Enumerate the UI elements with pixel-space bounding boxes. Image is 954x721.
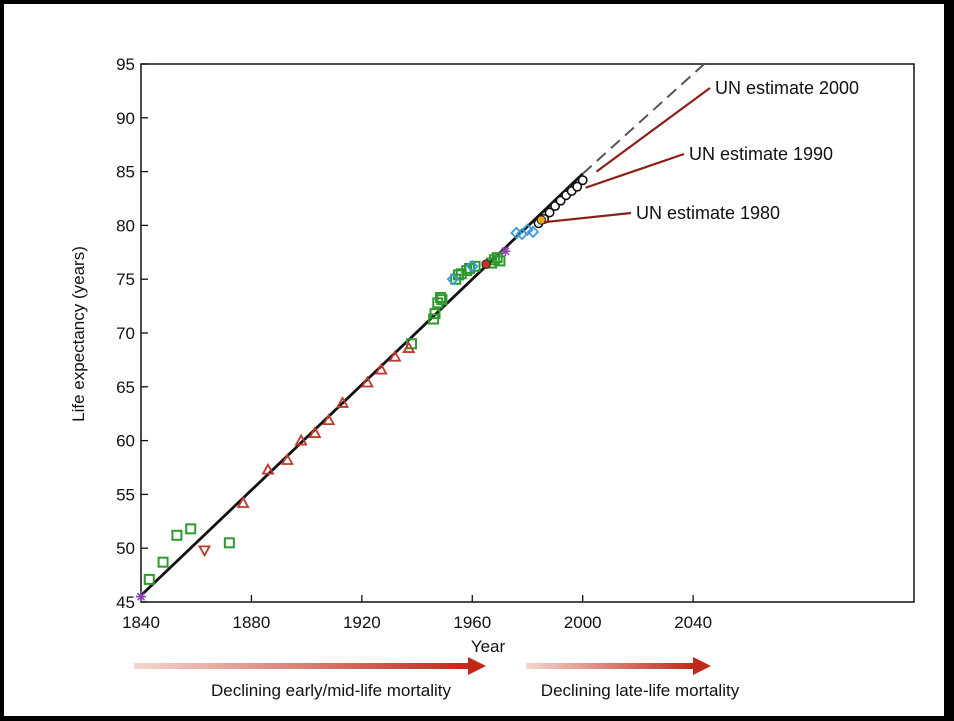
data-point-star — [500, 246, 511, 257]
y-tick-label: 45 — [116, 593, 135, 612]
plot-area — [140, 63, 915, 603]
x-tick-label: 2040 — [674, 613, 712, 632]
data-point-square — [171, 529, 183, 541]
data-point-square — [223, 537, 235, 549]
star-stroke — [501, 247, 510, 256]
trend-line-solid — [140, 172, 584, 597]
data-point-triangle-up — [374, 362, 388, 375]
data-point-square — [491, 252, 503, 264]
data-point-circle — [577, 175, 588, 186]
data-point-square — [494, 255, 506, 267]
y-tick-label: 50 — [116, 539, 135, 558]
data-point-triangle-up — [336, 396, 350, 408]
data-point-square — [429, 308, 441, 320]
data-point-circle-filled — [481, 259, 491, 269]
y-tick-label: 85 — [116, 163, 135, 182]
data-point-square — [436, 294, 448, 306]
data-point-diamond — [526, 225, 540, 239]
data-point-triangle-up — [294, 433, 308, 446]
y-tick-label: 95 — [116, 55, 135, 74]
data-point-square — [143, 573, 155, 585]
arrow-head — [693, 657, 711, 675]
x-tick-label: 1920 — [343, 613, 381, 632]
data-point-triangle-up — [360, 375, 374, 388]
data-point-triangle-up — [280, 453, 294, 465]
annotation-label: UN estimate 1980 — [636, 203, 780, 223]
axis-ticks: 1840 1880 1920 1960 2000 2040 45 50 55 60 65 70 75 80… — [116, 55, 712, 632]
data-point-triangle-up — [261, 462, 275, 475]
arrow-label: Declining early/mid-life mortality — [211, 681, 451, 700]
data-point-diamond — [466, 260, 479, 273]
x-tick-label: 1840 — [122, 613, 160, 632]
data-point-star — [136, 591, 146, 602]
data-point-triangle-up — [236, 496, 250, 508]
data-point-triangle-up — [388, 349, 402, 362]
annotation-leader-line — [585, 152, 685, 189]
arrow-label: Declining late-life mortality — [541, 681, 740, 700]
y-tick-label: 80 — [116, 216, 135, 235]
y-tick-label: 60 — [116, 432, 135, 451]
data-point-square — [488, 254, 500, 266]
data-point-triangle-up — [308, 426, 322, 438]
annotations-layer: UN estimate 2000 UN estimate 1990 UN estim… — [543, 78, 859, 224]
data-point-circle — [572, 181, 583, 192]
annotation-leader-line — [543, 211, 632, 224]
x-tick-label: 2000 — [564, 613, 602, 632]
y-tick-label: 55 — [116, 485, 135, 504]
star-stroke — [136, 592, 146, 601]
arrow-shaft — [526, 663, 695, 669]
data-point-square — [469, 260, 481, 272]
chart-figure: 1840 1880 1920 1960 2000 2040 45 50 55 60 65 70 75 80… — [69, 55, 915, 700]
data-point-triangle-up — [402, 341, 416, 353]
y-tick-label: 90 — [116, 109, 135, 128]
data-point-triangle-up — [322, 413, 336, 426]
data-point-triangle-down — [197, 545, 212, 558]
trend-line-dashed — [582, 63, 705, 175]
data-point-circle-filled — [536, 215, 547, 225]
chart-frame: 1840 1880 1920 1960 2000 2040 45 50 55 60 65 70 75 80… — [4, 4, 944, 716]
bottom-arrows: Declining early/mid-life mortality Declin… — [134, 657, 740, 700]
data-point-square — [157, 556, 169, 568]
trend-line-layer — [140, 63, 705, 597]
y-tick-label: 75 — [116, 270, 135, 289]
data-point-square — [185, 523, 197, 535]
annotation-label: UN estimate 2000 — [715, 78, 859, 98]
y-tick-label: 70 — [116, 324, 135, 343]
y-tick-label: 65 — [116, 378, 135, 397]
data-point-circle — [544, 207, 555, 218]
x-tick-label: 1960 — [453, 613, 491, 632]
y-axis-title: Life expectancy (years) — [69, 246, 88, 422]
arrow-head — [468, 657, 486, 675]
arrow-shaft — [134, 663, 470, 669]
annotation-leader-line — [595, 87, 711, 173]
annotation-label: UN estimate 1990 — [689, 144, 833, 164]
data-points-layer — [136, 175, 588, 602]
x-tick-label: 1880 — [233, 613, 271, 632]
x-axis-title: Year — [471, 637, 506, 656]
data-point-square — [435, 291, 447, 303]
data-point-diamond — [446, 272, 460, 286]
